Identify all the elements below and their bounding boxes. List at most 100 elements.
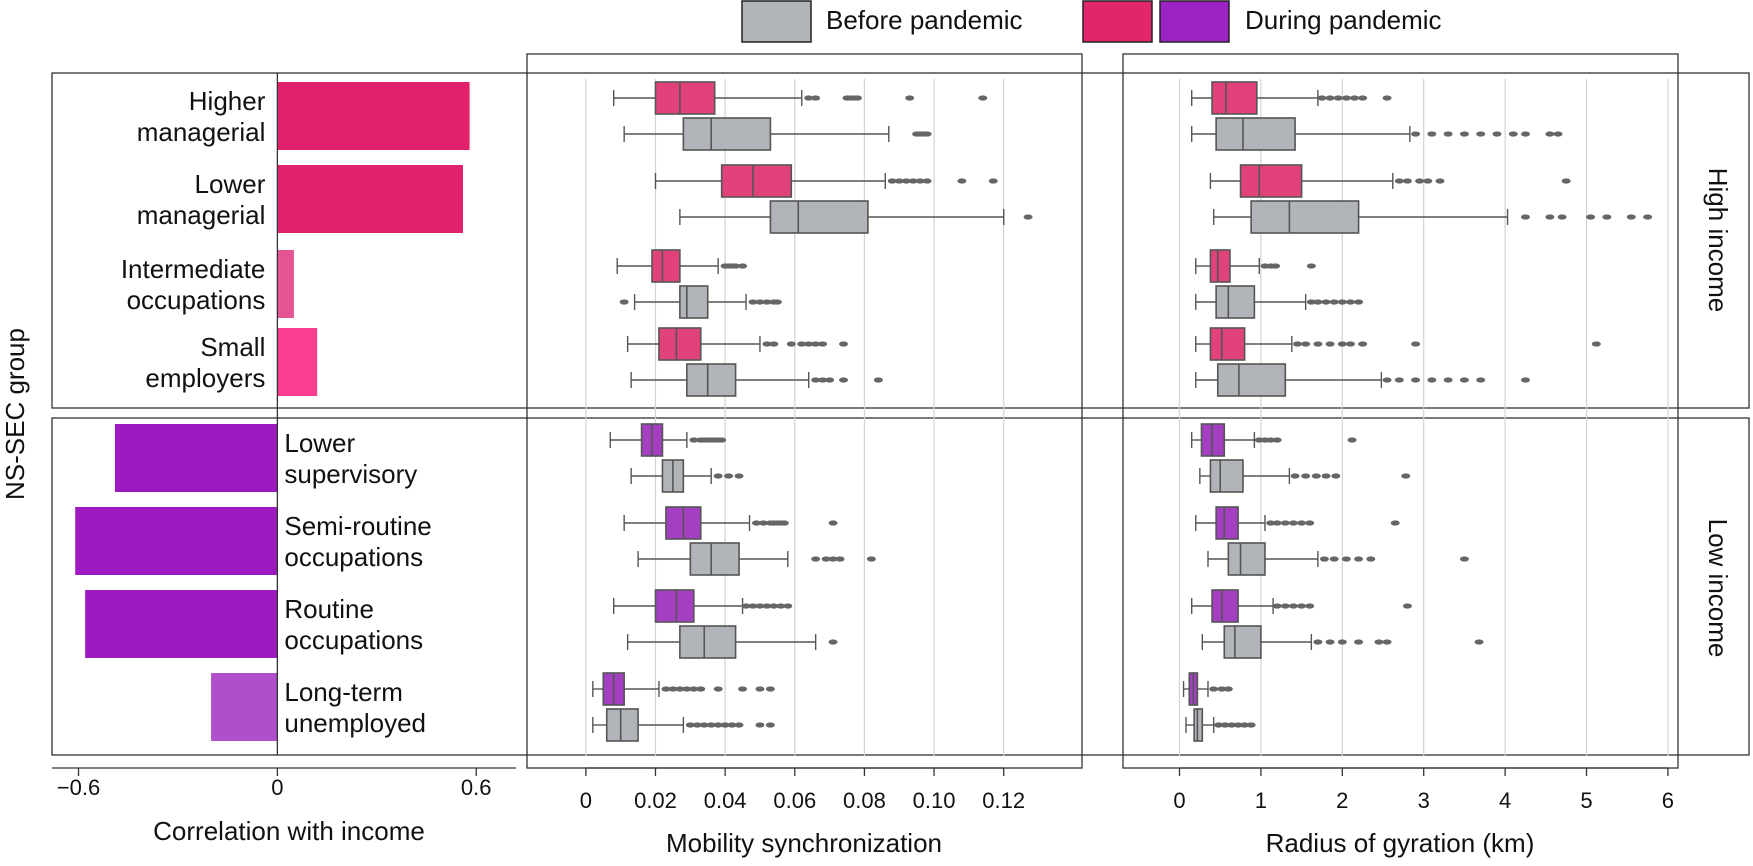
outlier-point (713, 686, 723, 692)
mobility-box-during-intermediate-occupations (616, 249, 748, 283)
bar-lower-supervisory (114, 424, 278, 492)
gyration-x-tick-label: 4 (1499, 788, 1511, 813)
outlier-point (818, 341, 828, 347)
outlier-point (1271, 263, 1281, 269)
gyration-box-before-higher-managerial (1191, 117, 1563, 151)
outlier-point (769, 603, 779, 609)
outlier-point (1354, 299, 1364, 305)
category-label-intermediate-occupations: Intermediate (121, 254, 266, 284)
outlier-point (727, 722, 737, 728)
outlier-point (1290, 473, 1300, 479)
outlier-point (769, 341, 779, 347)
bar-intermediate-occupations (277, 250, 294, 318)
outlier-point (1401, 473, 1411, 479)
facet-low-label: Low income (1703, 519, 1733, 658)
outlier-point (978, 95, 988, 101)
outlier-point (1345, 341, 1355, 347)
outlier-point (1626, 214, 1636, 220)
outlier-point (776, 603, 786, 609)
gyration-box-during-intermediate-occupations (1195, 249, 1316, 283)
iqr-box (1215, 506, 1239, 540)
outlier-point (772, 299, 782, 305)
iqr-box (654, 589, 695, 623)
mobility-x-tick-label: 0.08 (843, 788, 886, 813)
outlier-point (1402, 603, 1412, 609)
outlier-point (1272, 520, 1282, 526)
outlier-point (1272, 437, 1282, 443)
mobility-box-before-higher-managerial (623, 117, 932, 151)
bar-x-tick-label: 0.6 (461, 775, 492, 800)
outlier-point (713, 473, 723, 479)
outlier-point (734, 473, 744, 479)
outlier-point (828, 556, 838, 562)
gyration-box-during-long-term-unemployed (1182, 672, 1233, 706)
mobility-box-during-lower-managerial (654, 164, 998, 198)
outlier-point (1520, 377, 1530, 383)
outlier-point (748, 299, 758, 305)
outlier-point (762, 341, 772, 347)
outlier-point (1280, 520, 1290, 526)
outlier-point (1266, 437, 1276, 443)
outlier-point (1337, 639, 1347, 645)
category-label-higher-managerial: Higher (189, 86, 266, 116)
outlier-point (692, 722, 702, 728)
mobility-box-before-long-term-unemployed (592, 708, 775, 742)
legend: Before pandemic During pandemic (741, 0, 1442, 43)
outlier-point (724, 473, 734, 479)
mobility-box-during-lower-supervisory (609, 423, 727, 457)
outlier-point (706, 722, 716, 728)
outlier-point (1233, 722, 1243, 728)
outlier-point (748, 603, 758, 609)
outlier-point (1293, 341, 1303, 347)
outlier-point (804, 95, 814, 101)
outlier-point (1325, 341, 1335, 347)
category-label-long-term-unemployed: Long-term (284, 677, 403, 707)
gyration-panel-frame (1122, 53, 1679, 769)
outlier-point (1443, 377, 1453, 383)
outlier-point (661, 686, 671, 692)
outlier-point (762, 299, 772, 305)
outlier-point (1306, 299, 1316, 305)
gyration-box-before-semi-routine-occupations (1207, 542, 1469, 576)
outlier-point (1423, 178, 1433, 184)
mobility-x-tick-label: 0.04 (704, 788, 747, 813)
outlier-point (1337, 299, 1347, 305)
gyration-box-before-routine-occupations (1201, 625, 1484, 659)
category-label-higher-managerial: managerial (137, 117, 266, 147)
outlier-point (1411, 377, 1421, 383)
mobility-x-tick-label: 0.12 (982, 788, 1025, 813)
outlier-point (1643, 214, 1653, 220)
outlier-point (783, 603, 793, 609)
mobility-x-tick-label: 0.10 (913, 788, 956, 813)
mobility-boxplot (592, 81, 1033, 742)
outlier-point (1220, 722, 1230, 728)
mobility-box-during-semi-routine-occupations (623, 506, 838, 540)
outlier-point (1214, 722, 1224, 728)
gyration-x-axis-title: Radius of gyration (km) (1266, 828, 1535, 858)
iqr-box (658, 327, 702, 361)
outlier-point (1427, 377, 1437, 383)
outlier-point (825, 377, 835, 383)
gyration-box-during-routine-occupations (1191, 589, 1412, 623)
outlier-point (1354, 639, 1364, 645)
outlier-point (1415, 178, 1425, 184)
outlier-point (1321, 473, 1331, 479)
outlier-point (839, 341, 849, 347)
iqr-box (682, 117, 772, 151)
gyration-box-before-lower-managerial (1212, 200, 1653, 234)
outlier-point (668, 686, 678, 692)
outlier-point (797, 341, 807, 347)
outlier-point (762, 603, 772, 609)
outlier-point (804, 341, 814, 347)
bar-small-employers (277, 328, 318, 396)
category-label-intermediate-occupations: occupations (127, 285, 266, 315)
bar-x-tick-label: 0 (271, 775, 283, 800)
low-income-frame (51, 417, 1750, 756)
mobility-x-tick-label: 0.02 (634, 788, 677, 813)
gyration-x-tick-label: 5 (1580, 788, 1592, 813)
gyration-box-during-lower-managerial (1209, 164, 1571, 198)
gyration-x-tick-label: 6 (1662, 788, 1674, 813)
outlier-point (741, 603, 751, 609)
axes: −0.6 0 0.6 0 0.02 0.04 0.06 0.08 0.10 0.12 0 1 2 3 4 5 6 (52, 73, 1674, 813)
outlier-point (1288, 520, 1298, 526)
